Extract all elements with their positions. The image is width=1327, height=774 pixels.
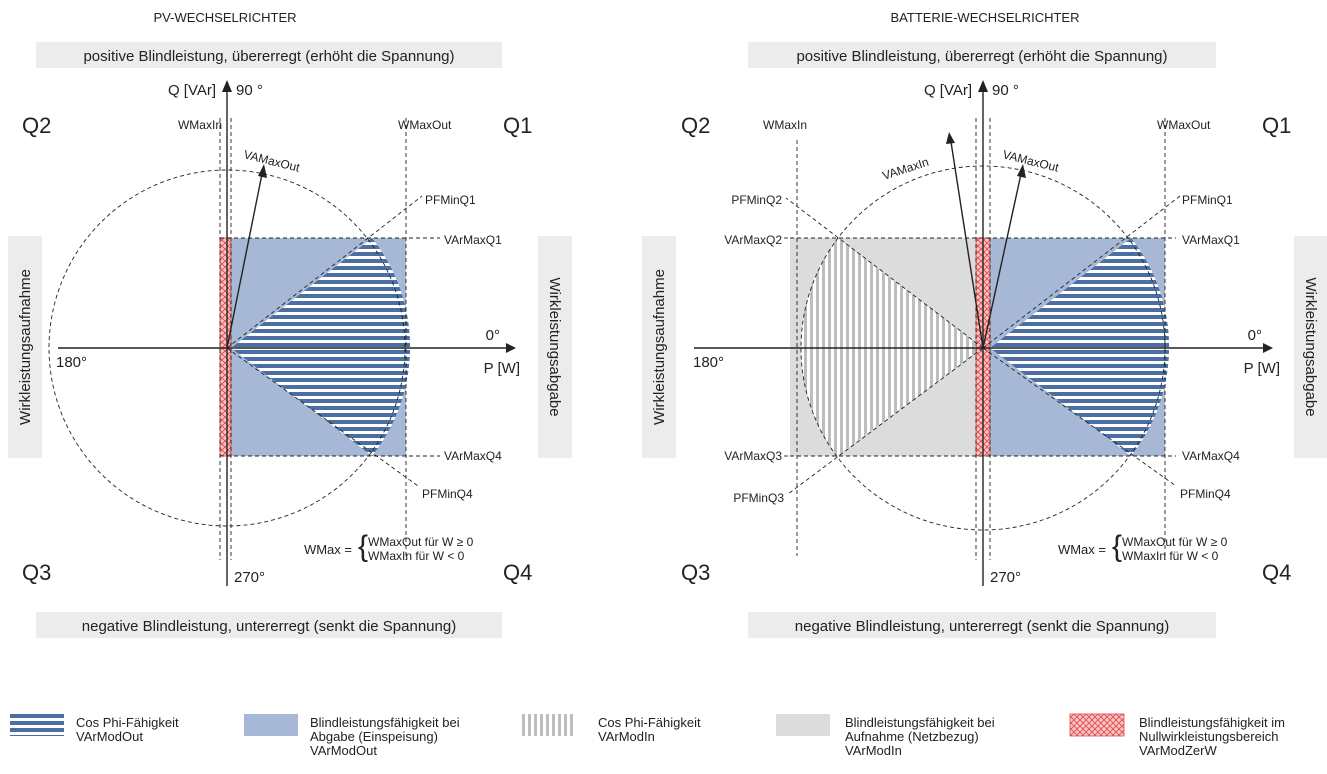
top-banner-bg <box>748 42 1216 68</box>
quadrant-q4: Q4 <box>503 560 532 585</box>
svg-text:{: { <box>1112 530 1122 563</box>
varmaxq3-label: VArMaxQ3 <box>724 449 782 463</box>
vamaxout-vector <box>982 173 1022 349</box>
svg-text:Blindleistungsfähigkeit im: Blindleistungsfähigkeit im <box>1139 715 1285 730</box>
vamaxout-label: VAMaxOut <box>1001 147 1060 175</box>
svg-text:VArModIn: VArModIn <box>845 743 902 758</box>
deg-270-label: 270° <box>990 569 1021 586</box>
svg-text:Blindleistungsfähigkeit bei: Blindleistungsfähigkeit bei <box>845 715 995 730</box>
right-side-bg <box>538 236 572 458</box>
pfminq1-label: PFMinQ1 <box>1182 193 1233 207</box>
formula-lhs: WMax = <box>304 542 352 557</box>
left-side-bg <box>8 236 42 458</box>
quadrant-q3: Q3 <box>681 560 710 585</box>
legend-item: Blindleistungsfähigkeit bei Abgabe (Eins… <box>244 714 460 758</box>
top-banner-bg <box>36 42 502 68</box>
wmaxout-label: WMaxOut <box>1157 118 1211 132</box>
bottom-banner-bg <box>36 612 502 638</box>
varmaxq1-label: VArMaxQ1 <box>1182 233 1240 247</box>
wmaxout-label: WMaxOut <box>398 118 452 132</box>
q-axis-label: Q [VAr] <box>924 82 972 99</box>
legend-swatch-grey <box>776 714 830 736</box>
varmaxq4-label: VArMaxQ4 <box>1182 449 1240 463</box>
pfminq2-label: PFMinQ2 <box>731 193 782 207</box>
varmaxq4-label: VArMaxQ4 <box>444 449 502 463</box>
vamaxin-vector <box>950 141 984 349</box>
svg-text:VArModOut: VArModOut <box>310 743 377 758</box>
panel-battery: BATTERIE-WECHSELRICHTER positive Blindle… <box>642 10 1327 638</box>
vamaxout-vector <box>226 173 263 349</box>
left-side-bg <box>642 236 676 458</box>
deg-0-label: 0° <box>486 327 500 344</box>
formula-lhs: WMax = <box>1058 542 1106 557</box>
quadrant-q1: Q1 <box>1262 113 1291 138</box>
right-side-label: Wirkleistungsabgabe <box>1302 277 1319 416</box>
legend-swatch-redhatch <box>1069 713 1125 737</box>
quadrant-q3: Q3 <box>22 560 51 585</box>
vamaxout-label: VAMaxOut <box>242 147 301 175</box>
svg-text:Cos Phi-Fähigkeit: Cos Phi-Fähigkeit <box>76 715 179 730</box>
deg-90-label: 90 ° <box>992 82 1019 99</box>
panel-title: BATTERIE-WECHSELRICHTER <box>891 10 1080 25</box>
quadrant-q2: Q2 <box>681 113 710 138</box>
deg-180-label: 180° <box>56 354 87 371</box>
p-axis-label: P [W] <box>484 360 520 377</box>
cos-phi-out-area <box>990 238 1170 456</box>
cos-phi-in-area <box>801 238 976 456</box>
pfminq1-label: PFMinQ1 <box>425 193 476 207</box>
top-banner: positive Blindleistung, übererregt (erhö… <box>83 48 454 65</box>
right-side-bg <box>1294 236 1327 458</box>
legend: Cos Phi-Fähigkeit VArModOut Blindleistun… <box>10 713 1285 758</box>
legend-item: Blindleistungsfähigkeit im Nullwirkleist… <box>1069 713 1285 758</box>
legend-item: Cos Phi-Fähigkeit VArModIn <box>520 714 701 744</box>
varmaxq1-label: VArMaxQ1 <box>444 233 502 247</box>
right-side-label: Wirkleistungsabgabe <box>546 277 563 416</box>
svg-text:Nullwirkleistungsbereich: Nullwirkleistungsbereich <box>1139 729 1278 744</box>
svg-text:Abgabe (Einspeisung): Abgabe (Einspeisung) <box>310 729 438 744</box>
wmaxin-label: WMaxIn <box>763 118 807 132</box>
left-side-label: Wirkleistungsaufnahme <box>651 269 668 425</box>
svg-text:{: { <box>358 530 368 563</box>
svg-text:Cos Phi-Fähigkeit: Cos Phi-Fähigkeit <box>598 715 701 730</box>
cos-phi-area <box>231 238 411 456</box>
deg-90-label: 90 ° <box>236 82 263 99</box>
svg-text:Blindleistungsfähigkeit bei: Blindleistungsfähigkeit bei <box>310 715 460 730</box>
quadrant-q4: Q4 <box>1262 560 1291 585</box>
formula-line2: WMaxIn für W < 0 <box>1122 549 1219 563</box>
quadrant-q2: Q2 <box>22 113 51 138</box>
bottom-banner-bg <box>748 612 1216 638</box>
red-zero-area <box>219 237 232 457</box>
pfminq4-label: PFMinQ4 <box>422 487 473 501</box>
svg-text:VArModOut: VArModOut <box>76 729 143 744</box>
svg-text:VArModIn: VArModIn <box>598 729 655 744</box>
p-axis-label: P [W] <box>1244 360 1280 377</box>
formula-line1: WMaxOut für W ≥ 0 <box>1122 535 1228 549</box>
varmaxq2-label: VArMaxQ2 <box>724 233 782 247</box>
panel-pv: PV-WECHSELRICHTER positive Blindleistung… <box>8 10 572 638</box>
deg-0-label: 0° <box>1248 327 1262 344</box>
top-banner: positive Blindleistung, übererregt (erhö… <box>796 48 1167 65</box>
pfminq4-label: PFMinQ4 <box>1180 487 1231 501</box>
legend-swatch-vstripe <box>520 714 574 736</box>
vamaxin-label: VAMaxIn <box>881 155 931 183</box>
legend-swatch-blue <box>244 714 298 736</box>
legend-swatch-hstripe <box>10 714 64 736</box>
formula-line2: WMaxIn für W < 0 <box>368 549 465 563</box>
svg-text:Aufnahme (Netzbezug): Aufnahme (Netzbezug) <box>845 729 979 744</box>
wmaxin-label: WMaxIn <box>178 118 222 132</box>
formula-line1: WMaxOut für W ≥ 0 <box>368 535 474 549</box>
bottom-banner: negative Blindleistung, untererregt (sen… <box>795 618 1169 635</box>
legend-item: Cos Phi-Fähigkeit VArModOut <box>10 714 179 744</box>
svg-text:VArModZerW: VArModZerW <box>1139 743 1217 758</box>
panel-title: PV-WECHSELRICHTER <box>153 10 296 25</box>
q-axis-label: Q [VAr] <box>168 82 216 99</box>
deg-180-label: 180° <box>693 354 724 371</box>
quadrant-q1: Q1 <box>503 113 532 138</box>
bottom-banner: negative Blindleistung, untererregt (sen… <box>82 618 456 635</box>
deg-270-label: 270° <box>234 569 265 586</box>
legend-item: Blindleistungsfähigkeit bei Aufnahme (Ne… <box>776 714 995 758</box>
left-side-label: Wirkleistungsaufnahme <box>17 269 34 425</box>
pfminq3-label: PFMinQ3 <box>733 491 784 505</box>
